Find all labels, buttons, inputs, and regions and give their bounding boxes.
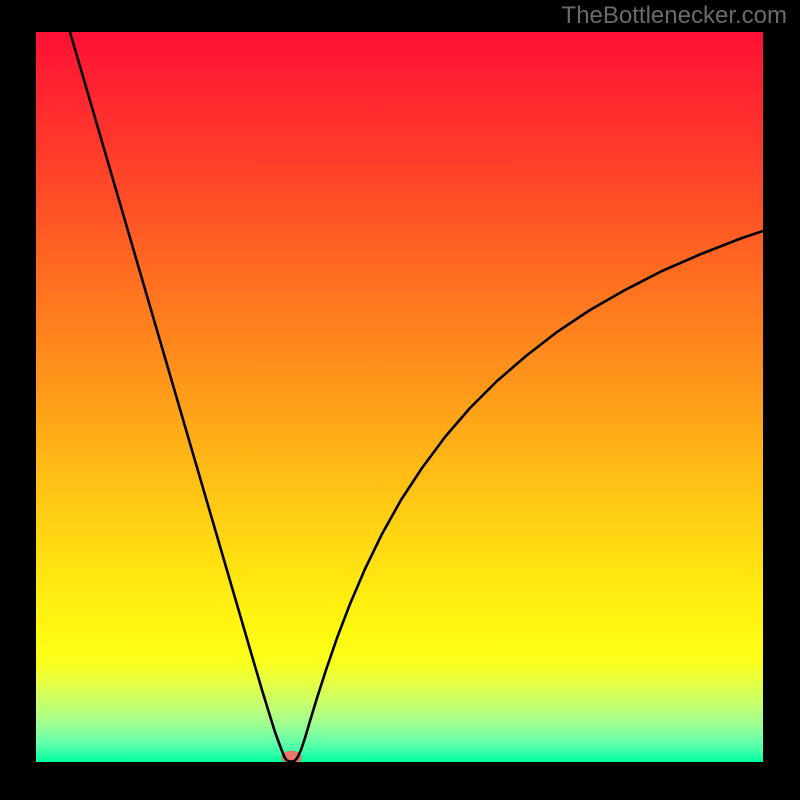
gradient-background (36, 32, 763, 762)
chart-plot-area (36, 32, 763, 762)
chart-svg (36, 32, 763, 762)
watermark-text: TheBottlenecker.com (562, 2, 787, 30)
